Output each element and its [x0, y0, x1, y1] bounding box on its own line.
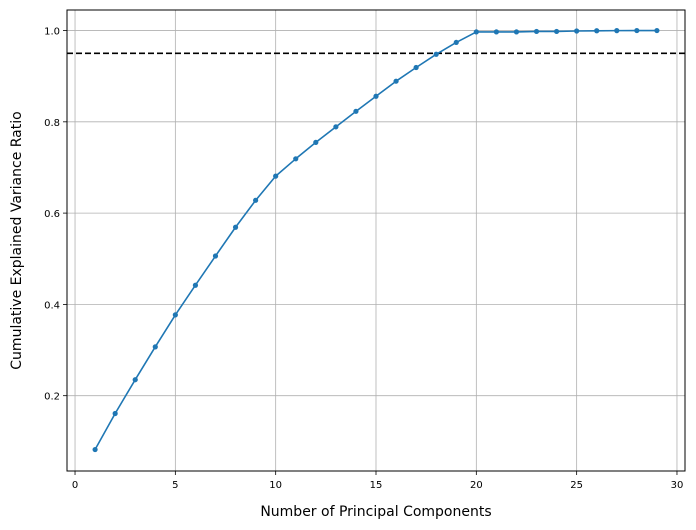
x-tick-label: 25: [570, 480, 583, 491]
data-point: [393, 78, 399, 84]
series-layer: [92, 27, 660, 453]
data-point: [413, 64, 419, 71]
data-point: [172, 312, 178, 318]
data-point: [232, 224, 239, 230]
data-point: [293, 156, 299, 162]
data-point: [614, 28, 620, 34]
data-point: [533, 28, 540, 35]
y-tick-label: 0.4: [44, 300, 60, 311]
data-point: [634, 27, 640, 34]
data-point: [654, 27, 660, 34]
data-point: [273, 173, 279, 179]
data-point: [353, 108, 359, 114]
x-axis-label: Number of Principal Components: [260, 504, 491, 520]
data-point: [333, 124, 339, 130]
data-point: [493, 29, 499, 35]
y-axis-ticks: 0.2 0.4 0.6 0.8 1.0: [44, 27, 67, 403]
x-tick-label: 10: [269, 480, 282, 491]
data-point: [513, 29, 520, 35]
grid: [67, 10, 685, 471]
y-tick-label: 0.2: [44, 392, 60, 403]
y-tick-label: 1.0: [44, 27, 60, 38]
data-point: [112, 410, 118, 417]
data-point: [212, 253, 219, 259]
x-tick-label: 0: [72, 480, 78, 491]
data-point: [433, 51, 439, 57]
data-point: [152, 344, 158, 350]
x-axis-ticks: 0 5 10 15 20 25 30: [72, 471, 684, 491]
data-point: [594, 28, 600, 34]
data-point: [373, 93, 379, 99]
x-tick-label: 20: [470, 480, 483, 491]
data-point: [253, 197, 259, 203]
data-point: [473, 29, 479, 35]
y-tick-label: 0.8: [44, 118, 60, 129]
x-tick-label: 5: [172, 480, 178, 491]
y-axis-label: Cumulative Explained Variance Ratio: [9, 111, 25, 369]
x-tick-label: 30: [671, 480, 684, 491]
data-point: [92, 446, 98, 453]
y-tick-label: 0.6: [44, 209, 60, 220]
x-tick-label: 15: [370, 480, 383, 491]
data-point: [313, 139, 319, 145]
data-point: [453, 39, 459, 46]
data-point: [132, 377, 138, 383]
data-point: [574, 28, 580, 34]
data-point: [553, 28, 560, 35]
data-point: [192, 282, 199, 288]
